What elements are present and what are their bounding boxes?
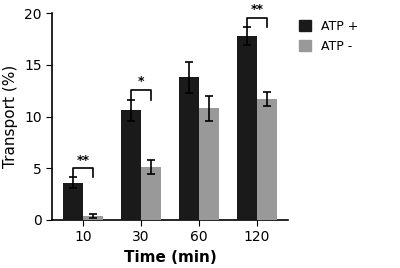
Bar [63,183,83,220]
Bar [237,36,257,220]
X-axis label: Time (min): Time (min) [124,250,216,265]
Legend: ATP +, ATP -: ATP +, ATP - [299,20,359,53]
Bar [199,108,219,220]
Y-axis label: Transport (%): Transport (%) [4,65,18,168]
Text: *: * [138,75,144,88]
Text: **: ** [76,154,90,167]
Bar [257,99,277,220]
Bar [121,110,141,220]
Text: **: ** [250,3,264,16]
Bar [141,167,161,220]
Bar [83,216,103,220]
Bar [179,77,199,220]
